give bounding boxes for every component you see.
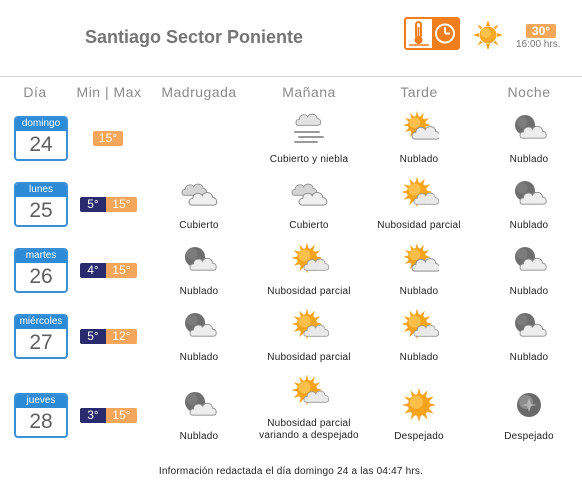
forecast-label: Cubierto y niebla xyxy=(269,154,349,165)
max-temp: 15° xyxy=(106,263,137,278)
forecast-label: Nublado xyxy=(509,220,549,231)
overcast-icon xyxy=(179,174,219,214)
forecast-label: Nubosidad parcial xyxy=(377,220,461,231)
partly-sunny-icon xyxy=(289,240,329,280)
cloudy-fog-icon xyxy=(289,108,329,148)
forecast-label: Nublado xyxy=(509,352,549,363)
min-max-temp: 4° 15° xyxy=(80,263,137,278)
forecast-label: Nublado xyxy=(399,154,439,165)
partly-sunny-icon xyxy=(289,306,329,346)
forecast-label: Nubosidad parcial xyxy=(267,352,351,363)
calendar-day: jueves 28 xyxy=(14,393,68,438)
min-temp: 5° xyxy=(80,329,106,344)
forecast-label: Nubosidad parcial xyxy=(267,286,351,297)
clear-night-icon xyxy=(509,385,549,425)
clock-icon xyxy=(432,19,458,48)
cloudy-night-icon xyxy=(179,306,219,346)
forecast-label: Despejado xyxy=(504,431,554,442)
weekday-label: domingo xyxy=(16,118,66,131)
min-max-temp: 5° 12° xyxy=(80,329,137,344)
forecast-label: Cubierto xyxy=(179,220,219,231)
min-temp: 5° xyxy=(80,197,106,212)
forecast-label: Cubierto xyxy=(289,220,329,231)
thermometer-icon xyxy=(406,19,432,48)
header-divider xyxy=(0,76,582,77)
calendar-day: domingo 24 xyxy=(14,116,68,161)
overcast-icon xyxy=(289,174,329,214)
column-header-minmax: Min | Max xyxy=(76,84,142,100)
calendar-day: lunes 25 xyxy=(14,182,68,227)
min-temp: 4° xyxy=(80,263,106,278)
forecast-label: Nublado xyxy=(509,286,549,297)
forecast-label: Nublado xyxy=(179,431,219,442)
forecast-label: Nubosidad parcial variando a despejado xyxy=(259,418,359,441)
max-temp: 12° xyxy=(106,329,137,344)
partly-cloudy-sun-icon xyxy=(399,240,439,280)
forecast-label: Nublado xyxy=(179,352,219,363)
forecast-label: Nublado xyxy=(509,154,549,165)
cloudy-night-icon xyxy=(509,108,549,148)
max-temp: 15° xyxy=(106,408,137,423)
day-number: 25 xyxy=(29,199,53,222)
sun-icon xyxy=(399,385,439,425)
forecast-label: Nublado xyxy=(399,286,439,297)
day-number: 27 xyxy=(29,331,53,354)
current-sun-icon xyxy=(473,20,503,50)
thermometer-clock-icon xyxy=(404,17,460,50)
column-header-manana: Mañana xyxy=(282,84,336,100)
calendar-day: martes 26 xyxy=(14,248,68,293)
current-temperature: 30° xyxy=(526,24,556,38)
day-number: 24 xyxy=(29,133,53,156)
weekday-label: jueves xyxy=(16,395,66,408)
current-time: 16:00 hrs. xyxy=(516,39,561,50)
day-number: 28 xyxy=(29,410,53,433)
column-header-dia: Día xyxy=(23,84,47,100)
cloudy-night-icon xyxy=(509,240,549,280)
cloudy-night-icon xyxy=(509,306,549,346)
weekday-label: miércoles xyxy=(16,316,66,329)
footer-note: Información redactada el día domingo 24 … xyxy=(158,466,424,477)
partly-sunny-icon xyxy=(399,306,439,346)
max-temp: 15° xyxy=(106,197,137,212)
day-number: 26 xyxy=(29,265,53,288)
column-header-noche: Noche xyxy=(507,84,551,100)
partly-sunny-icon xyxy=(399,174,439,214)
max-temp: 15° xyxy=(93,131,123,146)
cloudy-night-icon xyxy=(179,385,219,425)
min-temp: 3° xyxy=(80,408,106,423)
forecast-label: Nublado xyxy=(399,352,439,363)
forecast-label: Despejado xyxy=(394,431,444,442)
column-header-madrugada: Madrugada xyxy=(161,84,237,100)
calendar-day: miércoles 27 xyxy=(14,314,68,359)
page-title: Santiago Sector Poniente xyxy=(85,27,304,47)
cloudy-night-icon xyxy=(179,240,219,280)
forecast-label: Nublado xyxy=(179,286,219,297)
cloudy-night-icon xyxy=(509,174,549,214)
column-header-tarde: Tarde xyxy=(400,84,438,100)
min-max-temp: 3° 15° xyxy=(80,408,137,423)
partly-cloudy-sun-icon xyxy=(399,108,439,148)
weekday-label: lunes xyxy=(16,184,66,197)
weekday-label: martes xyxy=(16,250,66,263)
partly-sunny-icon xyxy=(289,372,329,412)
min-max-temp: 5° 15° xyxy=(80,197,137,212)
